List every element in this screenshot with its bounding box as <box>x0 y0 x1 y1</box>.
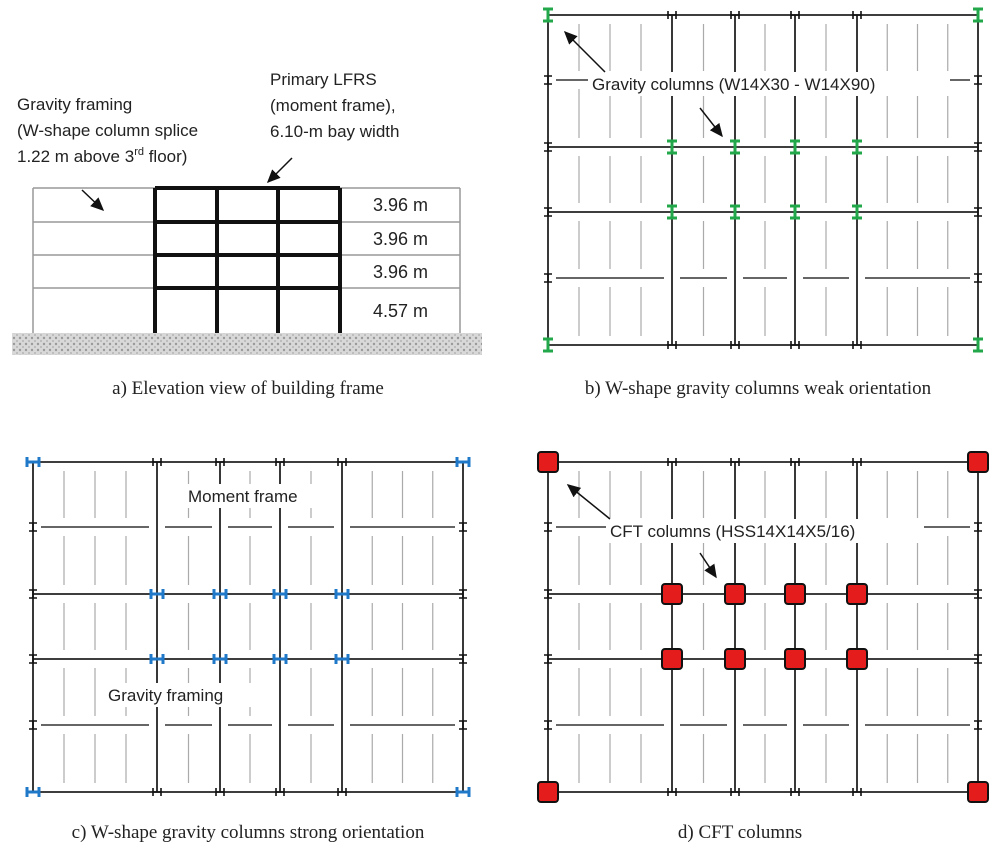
superscript: rd <box>134 146 144 158</box>
column-symbol <box>544 274 552 282</box>
cft-column <box>725 649 745 669</box>
cft-column <box>662 584 682 604</box>
column-symbol <box>459 721 467 729</box>
floor-plan <box>538 452 988 802</box>
column-symbol <box>974 274 982 282</box>
column-symbol <box>29 523 37 531</box>
note-line: Primary LFRS <box>270 70 377 89</box>
cft-column <box>847 584 867 604</box>
column-symbol <box>974 523 982 531</box>
note-part: floor) <box>144 147 187 166</box>
cft-column <box>785 584 805 604</box>
ground <box>12 333 482 355</box>
column-symbol <box>544 523 552 531</box>
arrow <box>82 190 103 210</box>
note: CFT columns (HSS14X14X5/16) <box>610 522 855 541</box>
cft-column <box>847 649 867 669</box>
caption: b) W-shape gravity columns weak orientat… <box>585 378 932 399</box>
column-symbol <box>974 721 982 729</box>
column-symbol <box>974 76 982 84</box>
note-line: Gravity framing <box>17 95 132 114</box>
story-height: 3.96 m <box>373 195 428 215</box>
annotations: Gravity columns (W14X30 - W14X90) b) W-s… <box>72 32 950 843</box>
cft-column <box>785 649 805 669</box>
cft-column <box>538 452 558 472</box>
column-symbol <box>544 76 552 84</box>
floor-plan <box>543 9 983 351</box>
column-symbol <box>544 721 552 729</box>
elevation: Gravity framing (W-shape column splice 1… <box>12 70 482 399</box>
cft-column <box>725 584 745 604</box>
story-height: 3.96 m <box>373 229 428 249</box>
caption: d) CFT columns <box>678 822 802 843</box>
column-symbol <box>459 523 467 531</box>
note-line: 6.10-m bay width <box>270 122 399 141</box>
arrow <box>565 32 605 72</box>
arrow <box>268 158 292 182</box>
note: Gravity columns (W14X30 - W14X90) <box>592 75 875 94</box>
cft-column <box>538 782 558 802</box>
note-line: (moment frame), <box>270 96 396 115</box>
note-part: 1.22 m above 3 <box>17 147 134 166</box>
label: Gravity framing <box>108 686 223 705</box>
caption: c) W-shape gravity columns strong orient… <box>72 822 425 843</box>
arrow <box>568 485 610 519</box>
cft-column <box>968 782 988 802</box>
note-line: 1.22 m above 3rd floor) <box>17 146 187 166</box>
cft-column <box>968 452 988 472</box>
moment-frame <box>155 188 340 333</box>
arrow <box>700 553 716 577</box>
column-symbol <box>29 721 37 729</box>
note-line: (W-shape column splice <box>17 121 198 140</box>
story-height: 3.96 m <box>373 262 428 282</box>
caption: a) Elevation view of building frame <box>112 378 384 399</box>
story-height: 4.57 m <box>373 301 428 321</box>
label: Moment frame <box>188 487 298 506</box>
cft-column <box>662 649 682 669</box>
figure: Gravity framing (W-shape column splice 1… <box>0 0 994 849</box>
